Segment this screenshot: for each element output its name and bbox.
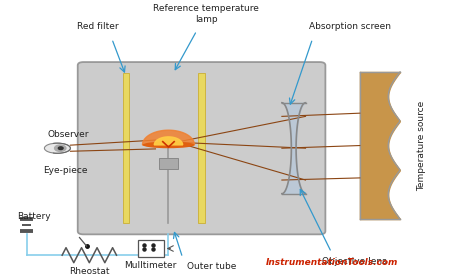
Text: Battery: Battery xyxy=(17,212,51,221)
Text: Objective lens: Objective lens xyxy=(322,257,387,265)
Bar xyxy=(198,73,205,223)
Polygon shape xyxy=(155,137,182,145)
Text: Outer tube: Outer tube xyxy=(187,262,237,271)
Text: Absorption screen: Absorption screen xyxy=(310,21,392,31)
Ellipse shape xyxy=(45,143,71,153)
Text: Red filter: Red filter xyxy=(77,21,118,31)
Text: Observer: Observer xyxy=(48,130,90,139)
Text: Rheostat: Rheostat xyxy=(69,267,109,276)
Text: Eye-piece: Eye-piece xyxy=(43,166,88,175)
Text: Temperature source: Temperature source xyxy=(417,100,426,191)
Bar xyxy=(138,240,164,257)
Text: InstrumentationTools.com: InstrumentationTools.com xyxy=(265,258,398,267)
Text: Reference temperature
lamp: Reference temperature lamp xyxy=(154,4,259,24)
Text: Mulltimeter: Mulltimeter xyxy=(125,260,177,270)
Ellipse shape xyxy=(143,142,194,148)
Circle shape xyxy=(58,147,63,150)
Circle shape xyxy=(55,145,66,152)
Bar xyxy=(159,158,178,169)
Bar xyxy=(123,73,129,223)
Polygon shape xyxy=(143,130,194,145)
FancyBboxPatch shape xyxy=(78,62,325,234)
